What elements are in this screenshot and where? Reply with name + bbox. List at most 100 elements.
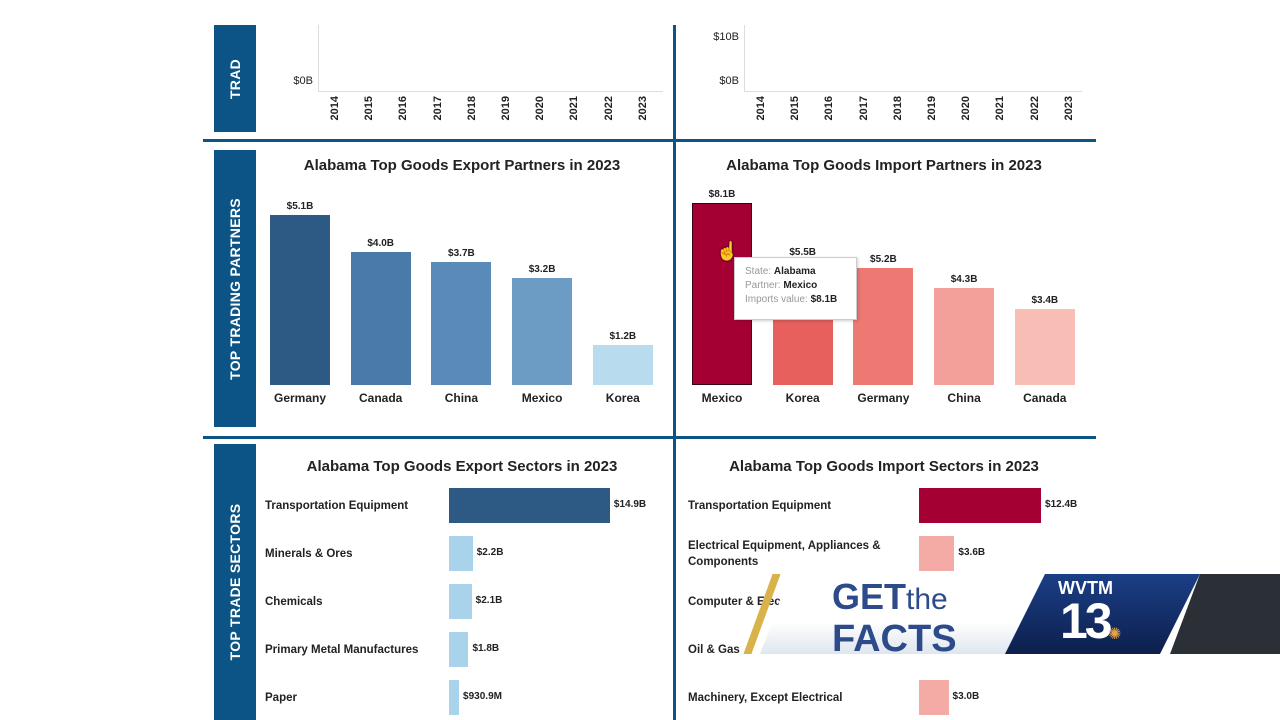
export-sectors-title: Alabama Top Goods Export Sectors in 2023: [306, 458, 618, 475]
data-label: $3.2B: [528, 264, 556, 276]
x-tick-year: 2021: [568, 96, 581, 121]
section-label-partners: TOP TRADING PARTNERS: [214, 150, 256, 427]
sector-label: Minerals & Ores: [265, 548, 353, 560]
bar[interactable]: [449, 584, 472, 619]
y-tick: $0B: [719, 75, 739, 87]
category-label: Canada: [359, 391, 403, 405]
category-label: Germany: [273, 391, 327, 405]
sector-label: Transportation Equipment: [265, 500, 409, 512]
category-label: Korea: [605, 391, 640, 405]
bar[interactable]: [1014, 308, 1075, 385]
x-tick-year: 2014: [755, 96, 767, 121]
category-label: Germany: [857, 391, 910, 405]
sector-label: Electrical Equipment, Appliances & Compo…: [688, 540, 881, 568]
get-the-facts-logo: GETthe FACTS: [832, 576, 957, 660]
strip-text: TOP TRADING PARTNERS: [227, 197, 243, 380]
data-label: $5.2B: [870, 254, 897, 265]
bar[interactable]: [919, 680, 949, 715]
data-label: $5.5B: [789, 247, 817, 259]
x-tick-year: 2019: [926, 96, 938, 121]
strip-text: TOP TRADE SECTORS: [227, 503, 243, 661]
category-label: Mexico: [521, 391, 563, 405]
bar[interactable]: [853, 268, 914, 385]
sector-label: Transportation Equipment: [688, 500, 832, 512]
x-tick-year: 2018: [465, 96, 478, 121]
sector-label: Primary Metal Manufactures: [265, 644, 419, 656]
x-tick-year: 2023: [636, 96, 649, 121]
segment-banner: [760, 574, 1020, 654]
channel-number: 13: [1060, 593, 1113, 649]
divider: [203, 436, 1096, 439]
x-tick-year: 2016: [823, 96, 836, 121]
category-label: Korea: [785, 391, 820, 405]
bar[interactable]: [449, 632, 469, 667]
category-label: China: [444, 391, 479, 405]
import-sectors-title: Alabama Top Goods Import Sectors in 2023: [729, 458, 1039, 475]
sector-label: Computer & Elec: [688, 596, 781, 608]
data-label: $2.2B: [476, 547, 504, 558]
section-label-sectors: TOP TRADE SECTORS: [214, 444, 256, 720]
bar[interactable]: [592, 345, 653, 385]
bar[interactable]: [449, 680, 460, 715]
data-label: $3.7B: [448, 247, 475, 259]
bar[interactable]: [431, 261, 492, 385]
x-tick-year: 2022: [1028, 96, 1041, 121]
peacock-icon: ✺: [1108, 626, 1122, 643]
bar[interactable]: [449, 488, 610, 523]
x-tick-year: 2017: [431, 96, 444, 121]
sector-label: Oil & Gas: [688, 644, 740, 656]
x-tick-year: 2015: [789, 96, 802, 121]
data-label: $4.3B: [950, 274, 978, 286]
bar[interactable]: [270, 215, 330, 385]
x-tick-year: 2017: [857, 96, 870, 121]
tooltip: State: Alabama Partner: Mexico Imports v…: [734, 257, 857, 320]
x-tick-year: 2022: [602, 96, 615, 121]
category-label: China: [947, 391, 981, 405]
bar[interactable]: [512, 278, 573, 385]
bar[interactable]: [934, 288, 995, 385]
data-label: $930.9M: [463, 691, 502, 702]
data-label: $4.0B: [367, 237, 395, 249]
bar[interactable]: [919, 488, 1042, 523]
data-label: $1.2B: [609, 331, 637, 343]
x-tick-year: 2021: [994, 96, 1007, 121]
y-tick: $10B: [713, 31, 739, 43]
y-axis: [744, 25, 745, 91]
data-label: $1.8B: [472, 643, 500, 654]
x-tick-year: 2019: [500, 96, 512, 121]
export-partners-title: Alabama Top Goods Export Partners in 202…: [303, 157, 621, 174]
data-label: $5.1B: [286, 201, 314, 213]
x-tick-year: 2015: [363, 96, 376, 121]
station-call-sign: WVTM: [1058, 578, 1113, 598]
y-axis: [318, 25, 319, 91]
x-axis: [744, 91, 1082, 92]
data-label: $2.1B: [475, 595, 503, 606]
section-label-trade: TRAD: [214, 25, 256, 132]
data-label: $14.9B: [613, 499, 647, 510]
x-tick-year: 2023: [1062, 96, 1075, 121]
x-tick-year: 2016: [397, 96, 410, 121]
data-label: $3.4B: [1031, 294, 1059, 306]
hand-cursor-icon: ☝: [716, 241, 739, 261]
x-tick-year: 2018: [891, 96, 904, 121]
sector-label: Chemicals: [265, 596, 323, 608]
x-tick-year: 2014: [329, 96, 341, 121]
x-tick-year: 2020: [960, 96, 973, 121]
import-partners-title: Alabama Top Goods Import Partners in 202…: [726, 157, 1042, 174]
bar[interactable]: [919, 536, 955, 571]
sector-label: Machinery, Except Electrical: [688, 692, 843, 704]
bar[interactable]: [350, 251, 411, 385]
data-label: $3.6B: [958, 547, 986, 558]
category-label: Canada: [1023, 391, 1067, 405]
data-label: $12.4B: [1045, 499, 1078, 510]
sector-label: Paper: [265, 692, 297, 704]
data-label: $8.1B: [708, 188, 736, 200]
divider: [673, 25, 676, 720]
y-tick: $0B: [293, 75, 313, 87]
strip-text: TRAD: [227, 58, 243, 99]
station-lower-third: GETthe FACTS WVTM 13 ✺: [743, 574, 1280, 660]
category-label: Mexico: [701, 391, 743, 405]
data-label: $3.0B: [952, 691, 980, 702]
bar[interactable]: [449, 536, 473, 571]
divider: [203, 139, 1096, 142]
